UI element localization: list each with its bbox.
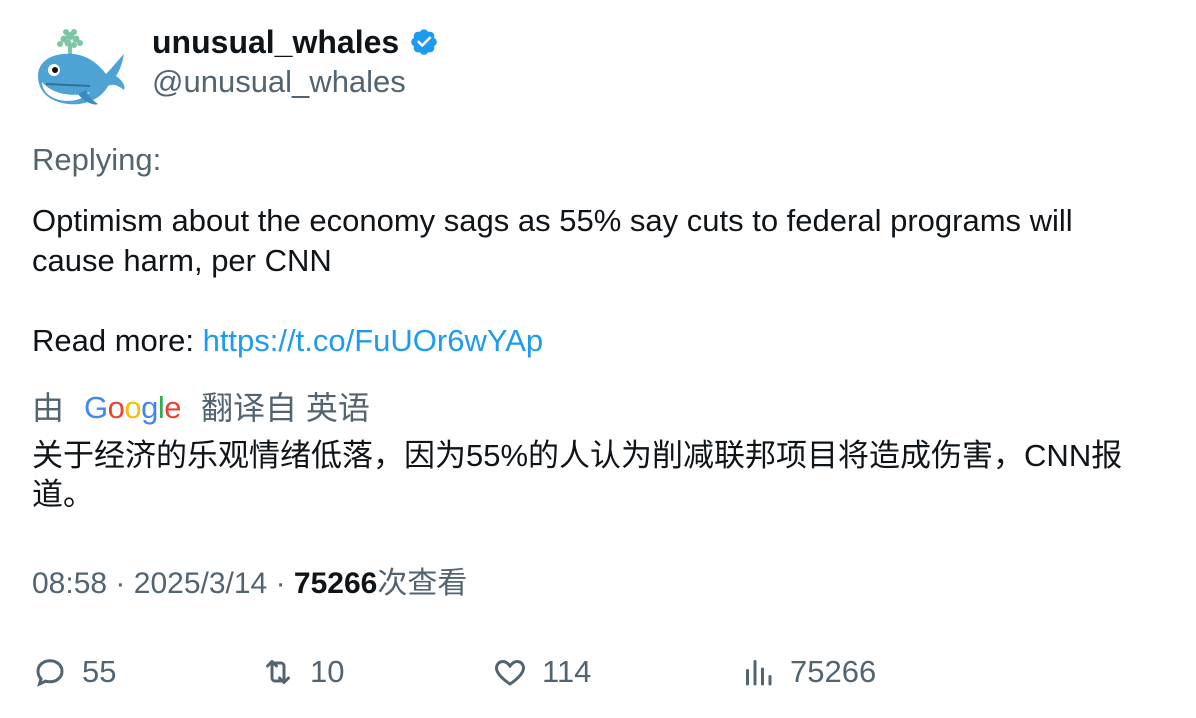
tweet-meta: 08:58 · 2025/3/14 · 75266次查看 <box>32 564 467 604</box>
tweet-date[interactable]: 2025/3/14 <box>133 567 268 600</box>
action-bar: 55 10 114 75266 <box>32 650 1132 694</box>
avatar[interactable] <box>32 24 128 114</box>
translation-prefix: 由 <box>32 390 65 426</box>
translated-text: 关于经济的乐观情绪低落，因为55%的人认为削减联邦项目将造成伤害，CNN报道。 <box>32 438 1123 512</box>
views-count: 75266 <box>790 654 877 689</box>
like-count: 114 <box>542 654 592 689</box>
meta-separator: · <box>115 567 126 600</box>
view-count: 75266 <box>293 567 378 600</box>
meta-separator: · <box>275 567 286 600</box>
display-name[interactable]: unusual_whales <box>152 22 439 62</box>
translation-suffix: 翻译自 英语 <box>201 390 370 426</box>
heart-icon <box>495 659 525 686</box>
user-handle[interactable]: @unusual_whales <box>152 64 406 99</box>
retweet-icon <box>266 660 290 684</box>
retweet-count: 10 <box>310 654 345 689</box>
reply-count: 55 <box>82 654 117 689</box>
tweet-link[interactable]: https://t.co/FuUOr6wYAp <box>202 323 544 358</box>
reply-button[interactable]: 55 <box>32 650 116 694</box>
replying-label: Replying: <box>32 142 162 177</box>
retweet-button[interactable]: 10 <box>260 650 344 694</box>
view-count-label: 次查看 <box>377 567 468 600</box>
tweet-body: Optimism about the economy sags as 55% s… <box>32 203 1073 278</box>
read-more-line: Read more: https://t.co/FuUOr6wYAp <box>32 321 1152 361</box>
read-more-label: Read more: <box>32 323 203 358</box>
display-name-text: unusual_whales <box>152 24 400 60</box>
whale-icon <box>38 29 125 105</box>
reply-icon <box>36 659 64 687</box>
like-button[interactable]: 114 <box>492 650 591 694</box>
analytics-icon <box>746 660 772 686</box>
tweet-time[interactable]: 08:58 <box>32 567 108 600</box>
views-button[interactable]: 75266 <box>740 650 876 694</box>
tweet-text: Optimism about the economy sags as 55% s… <box>32 201 1152 361</box>
verified-badge-icon <box>411 29 437 55</box>
